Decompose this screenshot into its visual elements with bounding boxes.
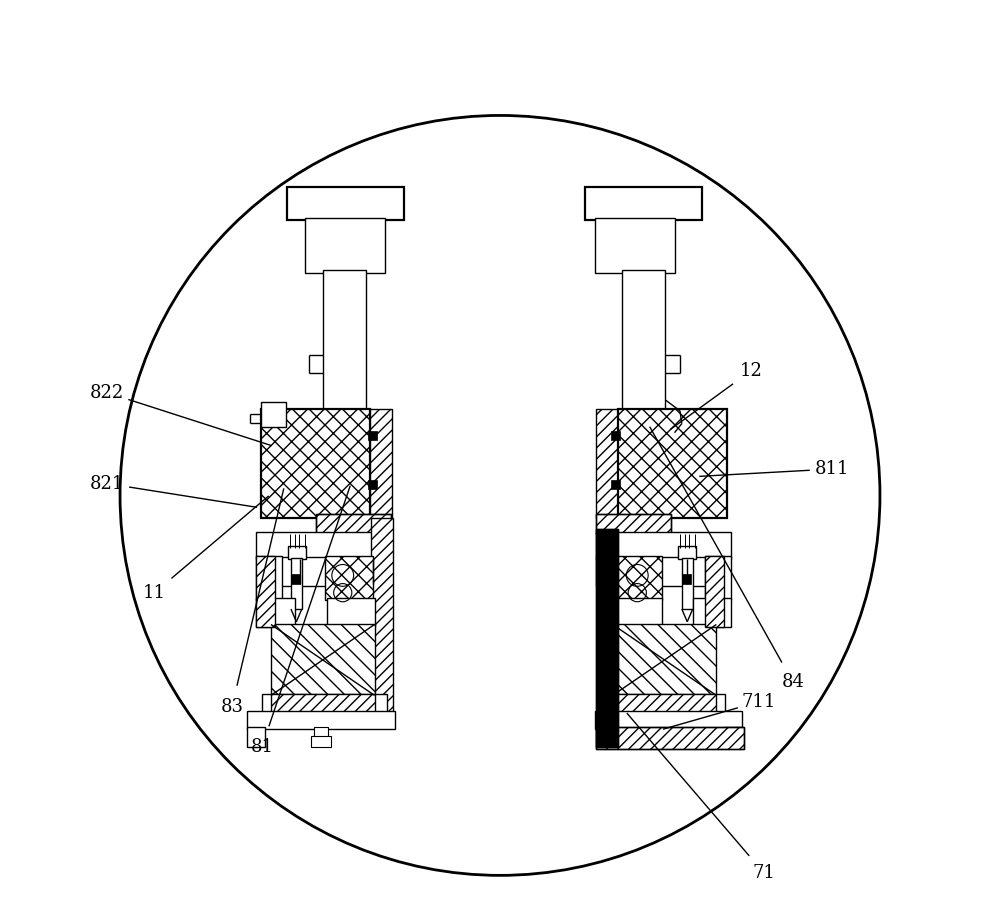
Bar — [368, 480, 377, 489]
Bar — [287, 187, 404, 220]
Text: 83: 83 — [220, 698, 243, 716]
Text: 821: 821 — [90, 474, 124, 493]
Bar — [314, 727, 328, 738]
Bar — [596, 529, 618, 747]
Bar — [705, 556, 731, 600]
Text: 11: 11 — [143, 584, 166, 602]
Bar — [724, 727, 742, 747]
Bar — [327, 598, 375, 627]
Bar — [247, 727, 265, 747]
Text: 84: 84 — [781, 673, 804, 691]
Text: 81: 81 — [250, 738, 273, 756]
Bar — [596, 529, 618, 747]
Bar — [611, 431, 620, 440]
Bar — [256, 598, 295, 627]
Bar — [271, 624, 375, 695]
Text: 12: 12 — [739, 362, 762, 380]
Bar — [261, 402, 286, 427]
Bar — [305, 218, 385, 273]
Bar — [693, 598, 731, 627]
Bar — [613, 694, 716, 714]
Text: 711: 711 — [742, 693, 776, 711]
Bar — [615, 556, 662, 600]
Bar — [256, 532, 391, 559]
Bar — [613, 624, 716, 695]
Bar — [596, 514, 671, 534]
Bar — [316, 514, 391, 534]
Bar — [256, 556, 275, 627]
Bar — [271, 694, 375, 714]
Bar — [371, 518, 393, 718]
Bar — [600, 694, 725, 714]
Bar — [316, 514, 391, 534]
Text: 811: 811 — [815, 460, 849, 478]
Bar — [595, 711, 742, 729]
Bar — [595, 218, 675, 273]
Bar — [291, 574, 300, 584]
Bar — [596, 727, 744, 749]
Bar — [682, 574, 691, 584]
Bar — [368, 431, 377, 440]
Bar — [311, 736, 331, 747]
Bar — [596, 557, 707, 586]
Bar — [705, 556, 724, 627]
Bar — [611, 480, 620, 489]
Bar — [262, 694, 387, 714]
Bar — [650, 736, 670, 747]
Text: 822: 822 — [90, 384, 124, 402]
Bar — [618, 409, 727, 518]
Bar — [678, 546, 696, 559]
Text: 71: 71 — [752, 864, 775, 882]
Bar — [261, 409, 370, 518]
Bar — [370, 409, 392, 518]
Bar — [596, 409, 618, 518]
Bar — [256, 556, 282, 600]
Bar — [288, 546, 306, 559]
Bar — [653, 727, 667, 738]
Bar — [596, 727, 744, 749]
Bar — [596, 532, 731, 559]
Bar — [682, 558, 693, 609]
Bar — [325, 556, 373, 600]
Bar — [585, 187, 702, 220]
Bar — [247, 711, 395, 729]
Bar — [291, 558, 302, 609]
Bar — [615, 598, 662, 627]
Bar — [596, 514, 671, 534]
Bar — [323, 270, 366, 432]
Bar — [622, 270, 665, 432]
Bar — [280, 557, 391, 586]
